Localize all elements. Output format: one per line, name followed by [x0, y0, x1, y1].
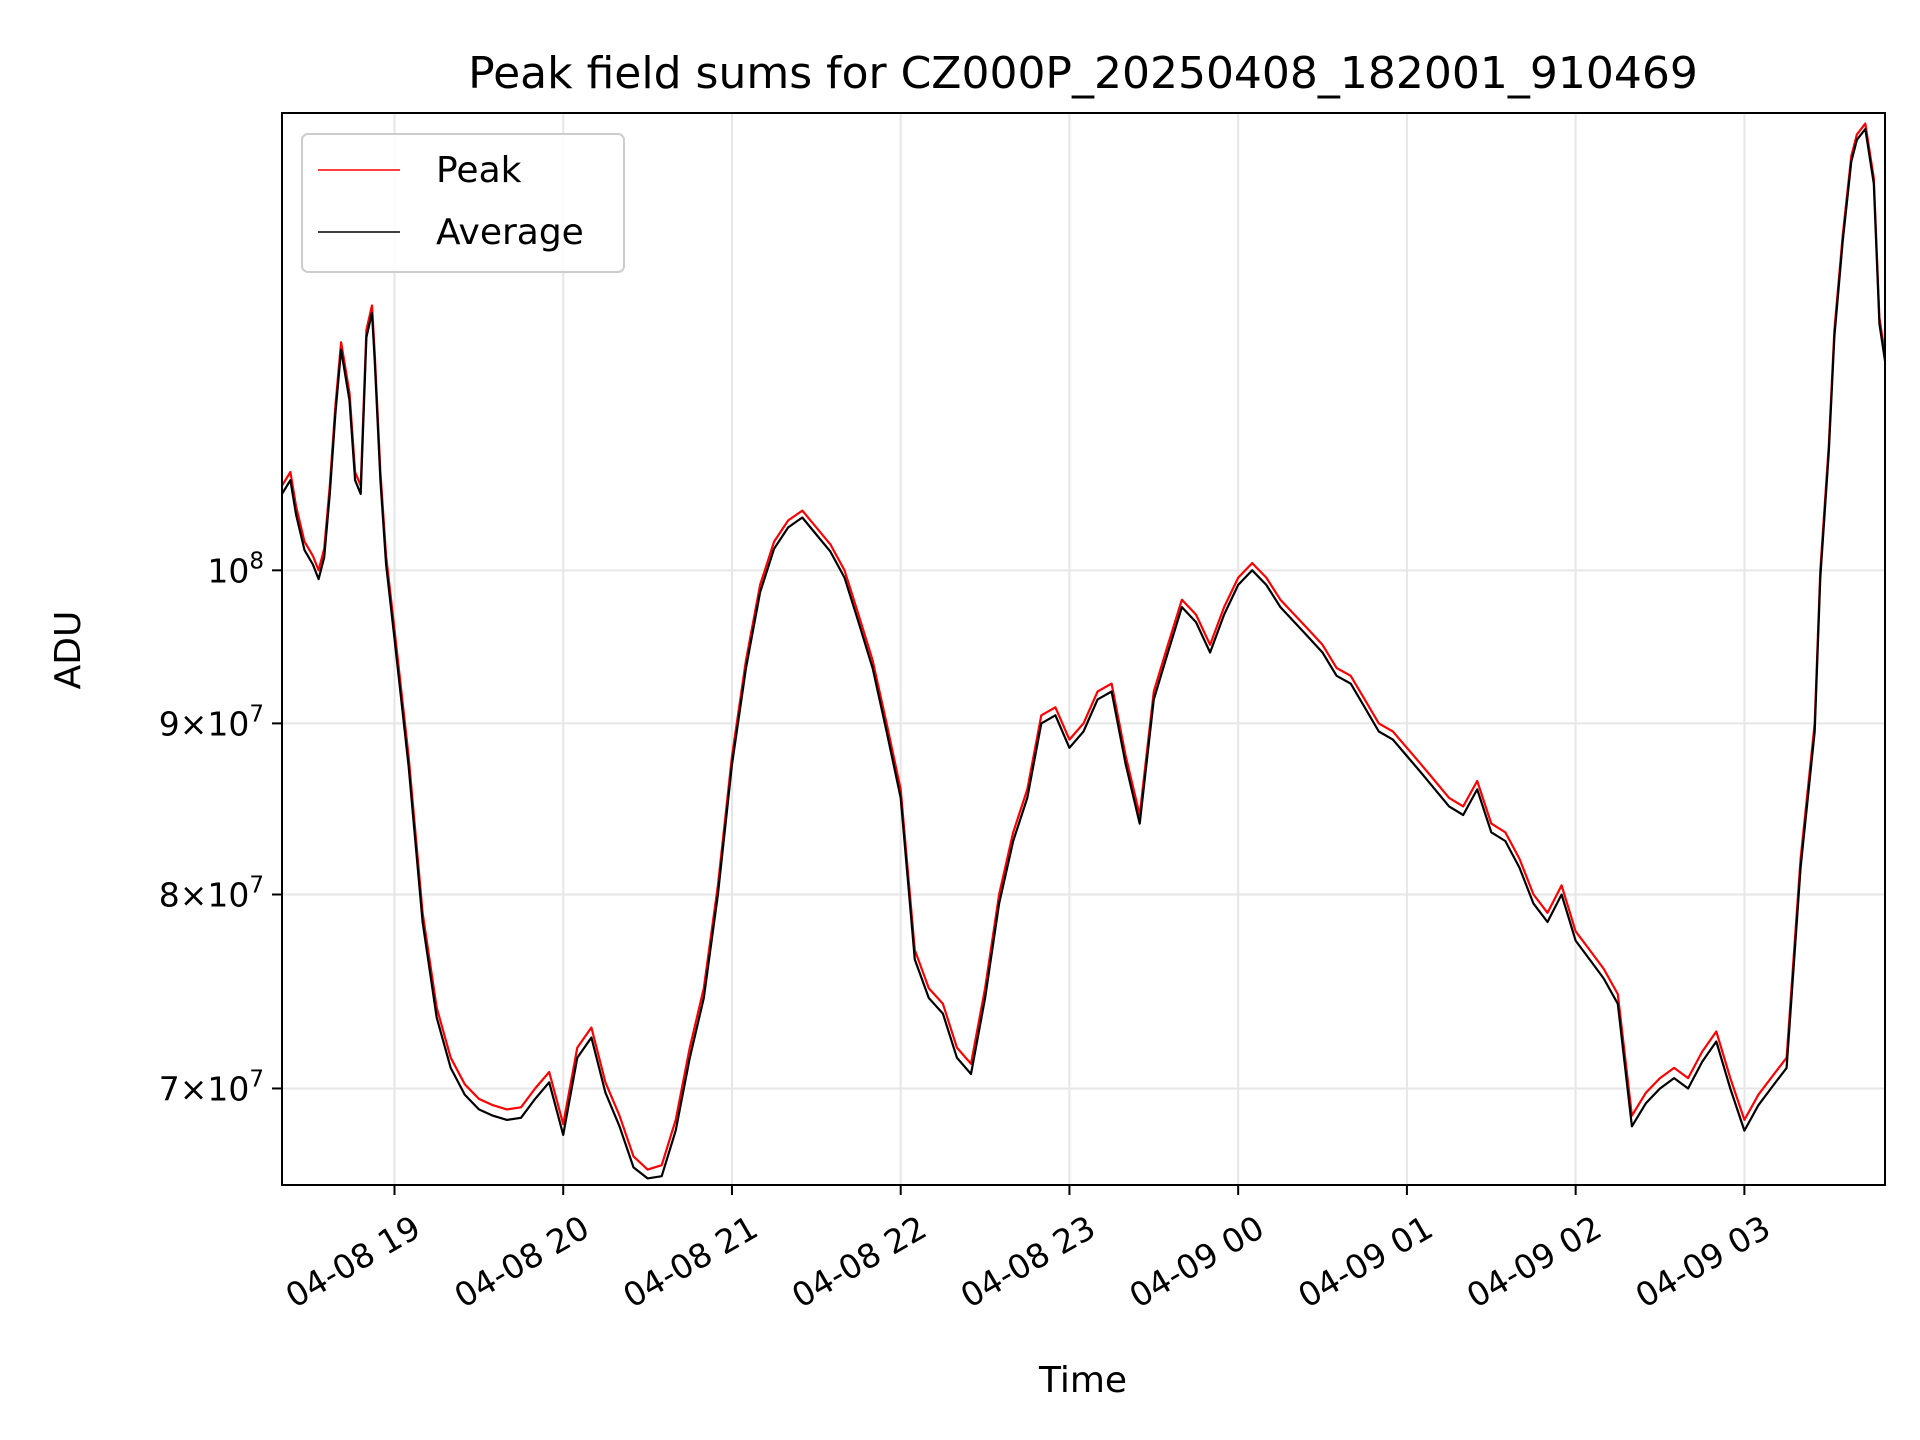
legend-label-peak: Peak — [436, 150, 522, 191]
series-layer — [282, 122, 1885, 1180]
chart-title: Peak field sums for CZ000P_20250408_1820… — [468, 48, 1698, 99]
x-axis-label: Time — [1038, 1360, 1127, 1401]
grid-layer — [282, 113, 1885, 1185]
y-tick-label: 9×107 — [159, 701, 264, 743]
legend: Peak Average — [301, 133, 625, 273]
y-ticks: 7×107 8×107 9×107 108 — [159, 548, 282, 1108]
y-axis-label: ADU — [48, 611, 89, 690]
y-tick-label: 8×107 — [159, 872, 264, 914]
y-tick-label: 7×107 — [159, 1066, 264, 1108]
series-line-average — [282, 127, 1885, 1180]
legend-label-average: Average — [436, 212, 584, 253]
y-tick-label: 108 — [207, 548, 264, 590]
series-line-peak — [282, 122, 1885, 1171]
legend-box — [301, 133, 625, 273]
plot-frame — [281, 112, 1886, 1186]
